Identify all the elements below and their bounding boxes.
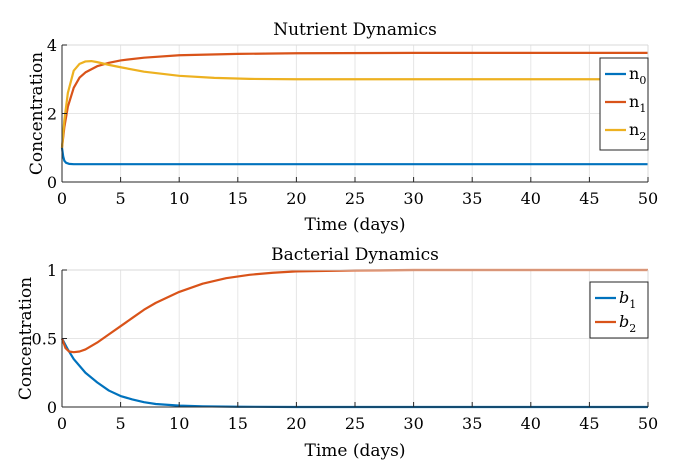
x-tick-label: 45 bbox=[579, 189, 599, 208]
x-tick-label: 25 bbox=[345, 414, 365, 433]
legend-box bbox=[589, 281, 649, 339]
x-tick-label: 0 bbox=[57, 414, 67, 433]
y-tick-label: 0.5 bbox=[32, 330, 57, 349]
x-tick-label: 35 bbox=[462, 189, 482, 208]
x-tick-label: 5 bbox=[116, 414, 126, 433]
x-tick-label: 35 bbox=[462, 414, 482, 433]
x-tick-label: 40 bbox=[521, 414, 541, 433]
x-tick-label: 45 bbox=[579, 414, 599, 433]
y-axis-label: Concentration bbox=[27, 52, 47, 175]
x-tick-label: 30 bbox=[403, 189, 423, 208]
x-tick-label: 20 bbox=[286, 414, 306, 433]
x-axis-label: Time (days) bbox=[305, 215, 406, 235]
series-line-b2 bbox=[60, 268, 648, 354]
x-tick-label: 5 bbox=[116, 189, 126, 208]
x-tick-label: 40 bbox=[521, 189, 541, 208]
x-tick-label: 10 bbox=[169, 189, 189, 208]
y-tick-label: 2 bbox=[47, 105, 57, 124]
legend-entry: n0 bbox=[629, 64, 646, 87]
series-line-n0 bbox=[60, 147, 648, 166]
x-tick-label: 10 bbox=[169, 414, 189, 433]
y-tick-label: 4 bbox=[47, 36, 57, 55]
chart-1: 0 5 10 15 20 25 30 35 40 45 50 0 2 4 Nutrient Dynamics… bbox=[27, 20, 658, 235]
series-line-n2 bbox=[60, 60, 648, 148]
x-tick-label: 50 bbox=[638, 414, 658, 433]
legend-entry: n1 bbox=[629, 92, 646, 115]
series-line-n1 bbox=[60, 51, 648, 148]
x-tick-label: 15 bbox=[228, 414, 248, 433]
y-axis-label: Concentration bbox=[16, 277, 36, 400]
x-tick-label: 50 bbox=[638, 189, 658, 208]
x-axis-label: Time (days) bbox=[305, 441, 406, 461]
legend: n0 n1 n2 bbox=[599, 57, 649, 151]
x-tick-label: 25 bbox=[345, 189, 365, 208]
legend-entry: n2 bbox=[629, 120, 646, 143]
y-tick-label: 1 bbox=[47, 261, 57, 280]
legend-entry: b1 bbox=[619, 288, 636, 311]
y-tick-label: 0 bbox=[47, 398, 57, 417]
x-tick-label: 30 bbox=[403, 414, 423, 433]
legend-entry: b2 bbox=[619, 312, 636, 335]
chart-title: Bacterial Dynamics bbox=[271, 245, 439, 265]
chart-title: Nutrient Dynamics bbox=[273, 20, 437, 40]
x-tick-label: 0 bbox=[57, 189, 67, 208]
y-tick-label: 0 bbox=[47, 173, 57, 192]
x-tick-label: 15 bbox=[228, 189, 248, 208]
chart-2: 0 5 10 15 20 25 30 35 40 45 50 0 0.5 1 Bacterial Dynam… bbox=[16, 245, 658, 461]
x-tick-label: 20 bbox=[286, 189, 306, 208]
